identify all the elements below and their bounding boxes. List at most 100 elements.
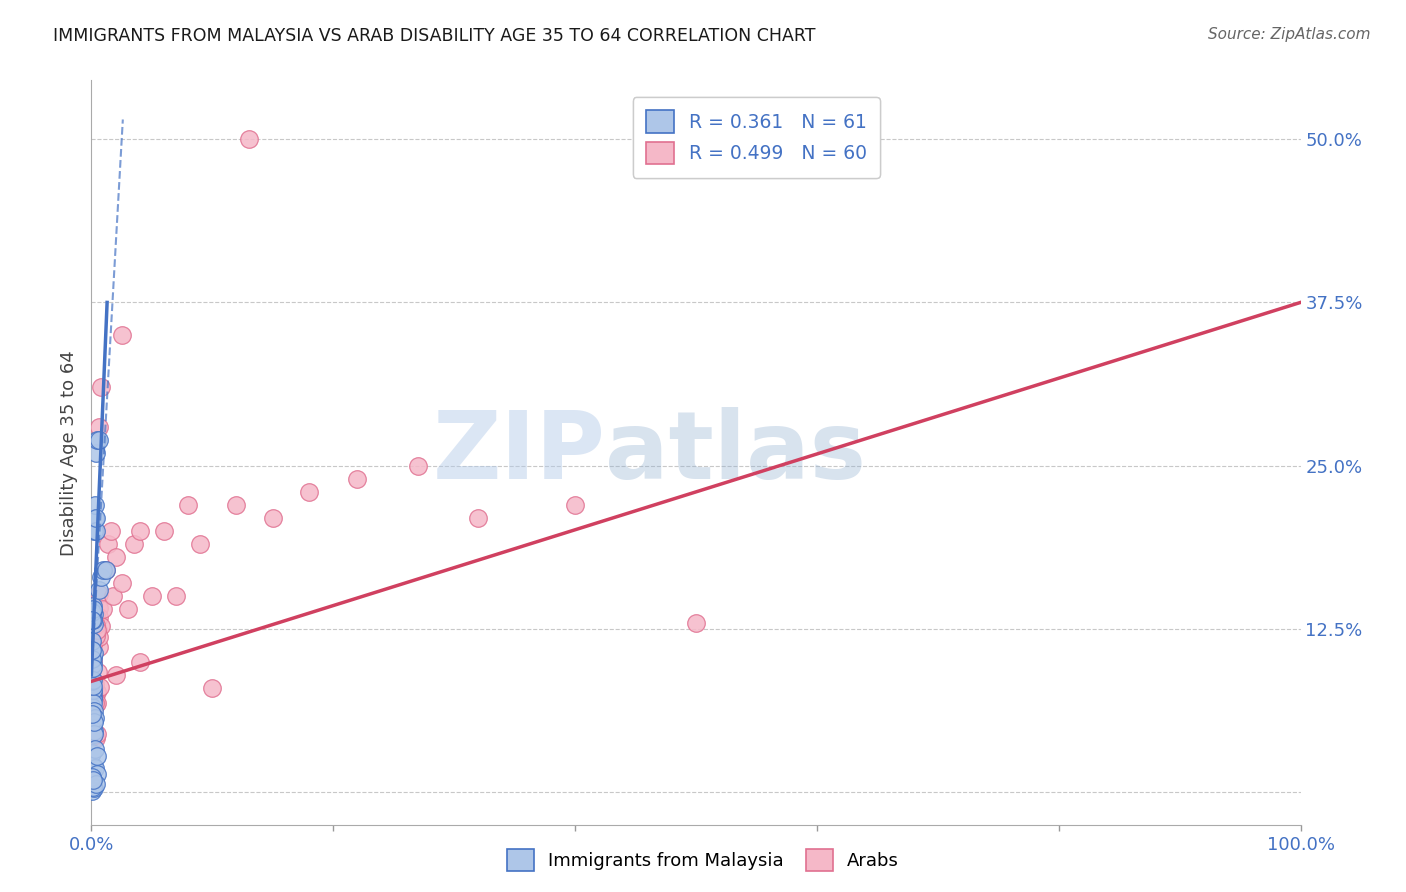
Point <box>84 617 107 632</box>
Point <box>90 619 112 633</box>
Point <box>84 761 107 775</box>
Point <box>89 680 111 694</box>
Point <box>82 698 104 713</box>
Point <box>82 657 104 672</box>
Point <box>86 697 108 711</box>
Point <box>82 707 104 722</box>
Point <box>86 433 108 447</box>
Point <box>93 602 115 616</box>
Point <box>262 511 284 525</box>
Point <box>80 613 103 627</box>
Point <box>97 537 120 551</box>
Point <box>83 677 105 691</box>
Point <box>84 731 107 746</box>
Legend: Immigrants from Malaysia, Arabs: Immigrants from Malaysia, Arabs <box>499 842 907 879</box>
Point <box>82 602 104 616</box>
Point <box>80 652 103 666</box>
Point <box>83 781 105 796</box>
Point <box>82 676 104 690</box>
Point <box>82 650 104 665</box>
Point <box>128 655 150 669</box>
Point <box>87 419 110 434</box>
Y-axis label: Disability Age 35 to 64: Disability Age 35 to 64 <box>59 350 77 556</box>
Point <box>82 770 104 784</box>
Point <box>86 696 108 710</box>
Point <box>298 484 321 499</box>
Point <box>82 644 104 658</box>
Point <box>86 623 108 637</box>
Point <box>83 616 105 631</box>
Point <box>82 772 104 787</box>
Point <box>128 524 150 538</box>
Point <box>111 328 132 343</box>
Point <box>100 524 122 538</box>
Point <box>86 685 108 699</box>
Point <box>90 570 112 584</box>
Point <box>104 550 127 565</box>
Point <box>82 643 104 657</box>
Text: ZIP: ZIP <box>433 407 605 499</box>
Point <box>141 590 163 604</box>
Point <box>80 746 103 760</box>
Point <box>86 609 108 624</box>
Point <box>84 446 107 460</box>
Point <box>177 498 200 512</box>
Text: IMMIGRANTS FROM MALAYSIA VS ARAB DISABILITY AGE 35 TO 64 CORRELATION CHART: IMMIGRANTS FROM MALAYSIA VS ARAB DISABIL… <box>53 27 815 45</box>
Point <box>80 642 103 657</box>
Point <box>82 661 104 675</box>
Point <box>346 472 368 486</box>
Point <box>83 724 105 739</box>
Point <box>83 607 105 621</box>
Point <box>104 668 127 682</box>
Point <box>83 691 105 706</box>
Point <box>94 563 117 577</box>
Point <box>89 630 111 644</box>
Point <box>84 498 107 512</box>
Point <box>82 673 104 687</box>
Point <box>82 759 104 773</box>
Point <box>87 640 110 654</box>
Point <box>87 433 110 447</box>
Point <box>122 537 145 551</box>
Point <box>82 692 104 706</box>
Point <box>84 629 107 643</box>
Point <box>84 524 107 538</box>
Point <box>82 671 104 685</box>
Legend: R = 0.361   N = 61, R = 0.499   N = 60: R = 0.361 N = 61, R = 0.499 N = 60 <box>633 97 880 178</box>
Point <box>83 635 105 649</box>
Point <box>406 458 429 473</box>
Point <box>188 537 211 551</box>
Point <box>84 628 107 642</box>
Point <box>86 726 108 740</box>
Point <box>83 704 105 718</box>
Point <box>80 605 103 619</box>
Point <box>82 729 104 743</box>
Point <box>87 609 110 624</box>
Point <box>80 678 103 692</box>
Text: atlas: atlas <box>605 407 866 499</box>
Point <box>84 696 107 710</box>
Point <box>82 653 104 667</box>
Point <box>86 767 108 781</box>
Point <box>82 689 104 703</box>
Point <box>84 511 107 525</box>
Point <box>93 563 115 577</box>
Point <box>86 749 108 764</box>
Point <box>82 633 104 648</box>
Point <box>685 615 707 630</box>
Point <box>87 582 110 597</box>
Point <box>80 699 103 714</box>
Point <box>82 599 104 614</box>
Point <box>225 498 247 512</box>
Point <box>82 679 104 693</box>
Point <box>90 380 112 394</box>
Point <box>83 524 105 538</box>
Point <box>82 773 104 788</box>
Point <box>94 563 117 577</box>
Point <box>82 780 104 794</box>
Point <box>83 715 105 730</box>
Point <box>82 690 104 705</box>
Point <box>82 685 104 699</box>
Point <box>564 498 586 512</box>
Point <box>84 617 107 632</box>
